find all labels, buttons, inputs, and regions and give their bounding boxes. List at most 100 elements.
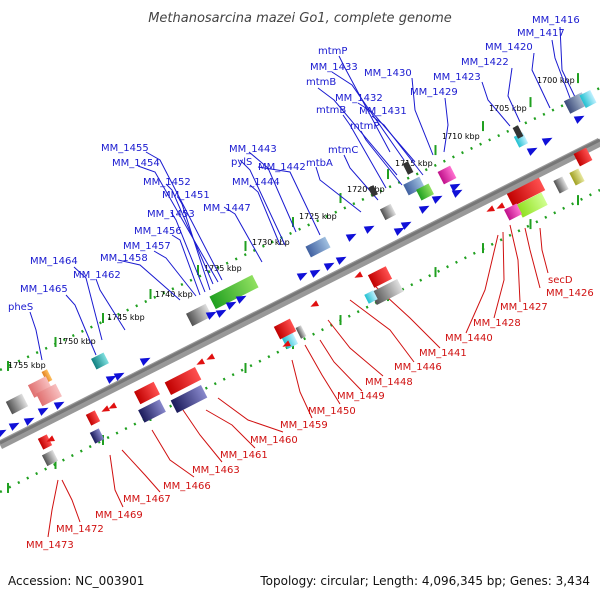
gene-label[interactable]: MM_1449	[337, 391, 385, 402]
gene-label[interactable]: pylS	[231, 157, 252, 168]
forward-arrow	[541, 137, 553, 146]
gene-block[interactable]	[36, 383, 62, 407]
gene-label[interactable]: MM_1423	[433, 72, 481, 83]
gene-block[interactable]	[41, 449, 59, 467]
gene-label[interactable]: MM_1472	[56, 524, 104, 535]
gene-label[interactable]: MM_1417	[517, 28, 565, 39]
forward-arrow	[37, 407, 49, 416]
gene-block[interactable]	[368, 185, 378, 197]
gene-label[interactable]: MM_1444	[232, 177, 280, 188]
forward-arrow	[393, 227, 405, 236]
gene-block[interactable]	[553, 176, 569, 194]
gene-label[interactable]: mtmP	[350, 121, 379, 132]
gene-label[interactable]: MM_1456	[134, 226, 182, 237]
gene-label[interactable]: MM_1432	[335, 93, 383, 104]
forward-arrow	[205, 311, 217, 320]
gene-block[interactable]	[305, 236, 331, 258]
gene-label[interactable]: MM_1463	[192, 465, 240, 476]
gene-label[interactable]: mtmB	[306, 77, 336, 88]
gene-block[interactable]	[370, 278, 404, 306]
gene-label[interactable]: MM_1433	[310, 62, 358, 73]
gene-block[interactable]	[89, 428, 105, 444]
gene-block[interactable]	[164, 367, 202, 395]
gene-label[interactable]: MM_1447	[203, 203, 251, 214]
gene-label[interactable]: MM_1422	[461, 57, 509, 68]
gene-block[interactable]	[437, 165, 457, 185]
gene-block[interactable]	[209, 274, 259, 310]
forward-arrow	[418, 205, 430, 214]
gene-block[interactable]	[403, 176, 425, 196]
gene-block[interactable]	[41, 369, 53, 383]
gene-block[interactable]	[91, 352, 109, 370]
gene-block[interactable]	[170, 385, 208, 413]
gene-block[interactable]	[569, 168, 585, 186]
gene-block[interactable]	[37, 434, 53, 450]
gene-label[interactable]: MM_1416	[532, 15, 580, 26]
gene-label[interactable]: MM_1443	[229, 144, 277, 155]
gene-label[interactable]: secD	[548, 275, 573, 286]
gene-label[interactable]: MM_1469	[95, 510, 143, 521]
gene-label[interactable]: MM_1429	[410, 87, 458, 98]
gene-label[interactable]: MM_1461	[220, 450, 268, 461]
gene-block[interactable]	[504, 203, 522, 221]
gene-label[interactable]: mtmP	[318, 46, 347, 57]
gene-label[interactable]: MM_1467	[123, 494, 171, 505]
gene-label[interactable]: pheS	[8, 302, 33, 313]
gene-block[interactable]	[573, 147, 593, 167]
gene-label[interactable]: MM_1428	[473, 318, 521, 329]
gene-label[interactable]: MM_1430	[364, 68, 412, 79]
reverse-arrow	[496, 202, 506, 209]
gene-label[interactable]: MM_1450	[308, 406, 356, 417]
gene-label[interactable]: MM_1454	[112, 158, 160, 169]
gene-block[interactable]	[367, 266, 393, 288]
gene-block[interactable]	[579, 90, 597, 108]
gene-block[interactable]	[273, 318, 297, 340]
gene-label[interactable]: MM_1431	[359, 106, 407, 117]
gene-block[interactable]	[364, 290, 378, 304]
gene-label[interactable]: MM_1427	[500, 302, 548, 313]
gene-label[interactable]: MM_1455	[101, 143, 149, 154]
reverse-arrow	[486, 205, 496, 212]
forward-arrow	[449, 183, 461, 192]
gene-label[interactable]: MM_1420	[485, 42, 533, 53]
gene-label[interactable]: MM_1458	[100, 253, 148, 264]
gene-label[interactable]: MM_1460	[250, 435, 298, 446]
gene-block[interactable]	[295, 325, 307, 339]
gene-label[interactable]: MM_1448	[365, 377, 413, 388]
gene-label[interactable]: MM_1462	[73, 270, 121, 281]
gene-label[interactable]: MM_1466	[163, 481, 211, 492]
gene-block[interactable]	[379, 203, 397, 221]
gene-label[interactable]: MM_1452	[143, 177, 191, 188]
gene-block[interactable]	[516, 192, 548, 218]
gene-block[interactable]	[138, 399, 166, 423]
gene-label[interactable]: MM_1459	[280, 420, 328, 431]
scale-tick-label: 1700 kbp	[537, 76, 575, 85]
gene-label[interactable]: MM_1465	[20, 284, 68, 295]
gene-block[interactable]	[27, 376, 53, 398]
gene-label[interactable]: MM_1464	[30, 256, 78, 267]
gene-block[interactable]	[5, 393, 29, 415]
gene-label[interactable]: mtmC	[328, 145, 358, 156]
scale-tick-label: 1705 kbp	[489, 104, 527, 113]
gene-label[interactable]: MM_1457	[123, 241, 171, 252]
gene-block[interactable]	[134, 381, 160, 405]
gene-label[interactable]: MM_1453	[147, 209, 195, 220]
gene-label[interactable]: MM_1442	[258, 162, 306, 173]
gene-block[interactable]	[186, 303, 212, 327]
gene-block[interactable]	[85, 410, 101, 426]
gene-label[interactable]: MM_1473	[26, 540, 74, 551]
gene-block[interactable]	[416, 183, 434, 201]
gene-block[interactable]	[402, 161, 414, 175]
gene-label[interactable]: MM_1451	[162, 190, 210, 201]
gene-label[interactable]: MM_1440	[445, 333, 493, 344]
reverse-scale-track	[0, 188, 600, 494]
gene-label[interactable]: MM_1441	[419, 348, 467, 359]
gene-block[interactable]	[506, 177, 546, 207]
gene-block[interactable]	[512, 125, 524, 139]
gene-label[interactable]: mtbA	[306, 158, 333, 169]
gene-label[interactable]: MM_1426	[546, 288, 594, 299]
gene-label[interactable]: mtmB	[316, 105, 346, 116]
gene-label[interactable]: MM_1446	[394, 362, 442, 373]
forward-arrow	[235, 295, 247, 304]
